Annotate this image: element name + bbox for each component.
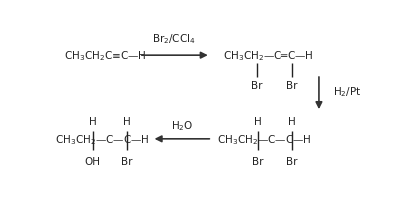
Text: Br: Br xyxy=(286,156,298,166)
Text: H: H xyxy=(123,117,131,127)
Text: H$_2$O: H$_2$O xyxy=(171,118,193,132)
Text: H: H xyxy=(288,117,296,127)
Text: Br: Br xyxy=(251,81,263,91)
Text: CH$_3$CH$_2$—C—C—H: CH$_3$CH$_2$—C—C—H xyxy=(217,132,312,146)
Text: H: H xyxy=(89,117,97,127)
Text: H: H xyxy=(254,117,262,127)
Text: CH$_3$CH$_2$—C—C—H: CH$_3$CH$_2$—C—C—H xyxy=(55,132,149,146)
Text: Br: Br xyxy=(252,156,263,166)
Text: CH$_3$CH$_2$C≡C—H: CH$_3$CH$_2$C≡C—H xyxy=(64,49,147,63)
Text: Br: Br xyxy=(286,81,298,91)
Text: Br: Br xyxy=(121,156,133,166)
Text: OH: OH xyxy=(85,156,101,166)
Text: CH$_3$CH$_2$—C═C—H: CH$_3$CH$_2$—C═C—H xyxy=(224,49,314,63)
Text: Br$_2$/CCl$_4$: Br$_2$/CCl$_4$ xyxy=(152,32,196,45)
Text: H$_2$/Pt: H$_2$/Pt xyxy=(333,85,362,99)
